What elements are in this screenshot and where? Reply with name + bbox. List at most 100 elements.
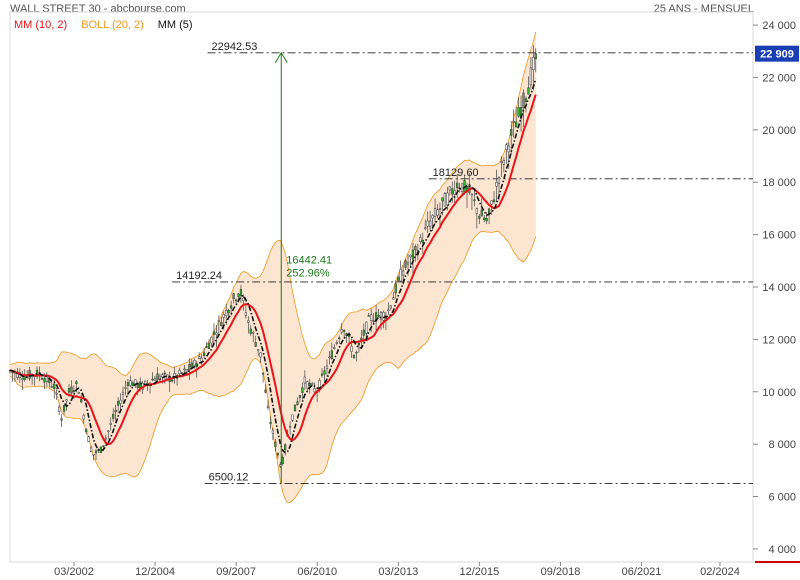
candle-body (409, 255, 412, 258)
candle-body (414, 246, 417, 251)
candle (303, 370, 306, 391)
candle-body (85, 429, 88, 433)
candle (247, 316, 250, 334)
candle-body (188, 364, 191, 371)
candle (414, 244, 417, 262)
candle (522, 89, 525, 128)
candle-body (478, 216, 481, 219)
candle (411, 242, 415, 274)
candle (502, 157, 505, 173)
candle (259, 352, 262, 363)
candle (527, 76, 530, 95)
candle-body (112, 413, 115, 419)
candle (198, 352, 201, 360)
candle-body (104, 437, 107, 440)
candle-body (58, 406, 61, 412)
candle (517, 97, 520, 118)
candle-body (124, 387, 127, 389)
candle (87, 435, 90, 442)
candle-body (421, 239, 424, 243)
candle-body (330, 350, 333, 359)
candle-body (80, 399, 83, 403)
legend-mm5[interactable]: MM (5) (157, 19, 193, 31)
candle (239, 284, 243, 303)
candle-body (419, 237, 422, 242)
candle-body (217, 320, 220, 322)
candle-body (212, 331, 216, 335)
candle-body (237, 293, 240, 297)
candle-body (399, 268, 402, 282)
candle (438, 202, 442, 226)
measure-arrow-head (274, 51, 288, 64)
candle-body (492, 199, 496, 203)
level-label: 18129.60 (433, 167, 479, 179)
candle (261, 372, 265, 383)
candle (306, 380, 309, 392)
candle (333, 344, 336, 350)
mm10-line (9, 94, 537, 446)
candle-body (313, 388, 316, 393)
candle-body (171, 379, 174, 382)
candle (320, 368, 324, 378)
candle (291, 414, 294, 422)
plot-area (9, 11, 754, 563)
candle (257, 349, 260, 357)
candle (397, 275, 400, 283)
candle (288, 421, 292, 435)
candle (264, 384, 267, 394)
y-tick-label: 6 000 (768, 492, 796, 504)
candle-body (453, 190, 456, 195)
y-tick-label: 8 000 (768, 439, 796, 451)
candle (185, 369, 189, 374)
candle (338, 335, 341, 345)
candle (296, 397, 299, 406)
candle-body (185, 369, 189, 373)
candle (360, 329, 363, 349)
candle-body (505, 144, 508, 150)
candle (252, 330, 255, 343)
candle-body (325, 365, 329, 369)
candle (116, 397, 120, 414)
candle (207, 339, 211, 349)
candle-body (87, 436, 90, 442)
candle-body (259, 352, 262, 358)
candle-body (67, 388, 71, 393)
candle-body (306, 381, 309, 389)
candle-body (296, 401, 299, 405)
candle-body (352, 354, 356, 358)
candle (382, 310, 385, 329)
candle-body (379, 312, 383, 320)
candle-body (264, 389, 267, 393)
candle (325, 359, 329, 377)
candle-body (276, 452, 279, 456)
candle (266, 399, 270, 410)
x-tick-label: 06/2010 (297, 566, 337, 578)
candle (475, 207, 478, 229)
candle (60, 414, 63, 427)
candle (451, 181, 454, 203)
legend-mm10[interactable]: MM (10, 2) (14, 19, 68, 31)
candle-body (502, 160, 505, 165)
candle-body (500, 161, 503, 163)
candle-body (16, 371, 19, 378)
candle-body (158, 375, 161, 379)
y-tick-label: 12 000 (762, 334, 796, 346)
mm5-line (9, 78, 537, 454)
candle (446, 186, 449, 211)
candle-body (438, 208, 442, 210)
y-tick-label: 16 000 (762, 230, 796, 242)
candle (298, 394, 302, 403)
bollinger-band (10, 32, 536, 503)
candle (217, 315, 220, 334)
candle (77, 391, 80, 394)
x-tick-label: 09/2007 (216, 566, 256, 578)
candle (330, 342, 333, 360)
candle (404, 258, 407, 271)
candle-body (527, 87, 530, 95)
level-label: 22942.53 (212, 41, 258, 53)
legend-boll[interactable]: BOLL (20, 2) (81, 19, 144, 31)
candle (276, 452, 279, 459)
candle-body (55, 392, 58, 395)
candle (254, 335, 257, 348)
